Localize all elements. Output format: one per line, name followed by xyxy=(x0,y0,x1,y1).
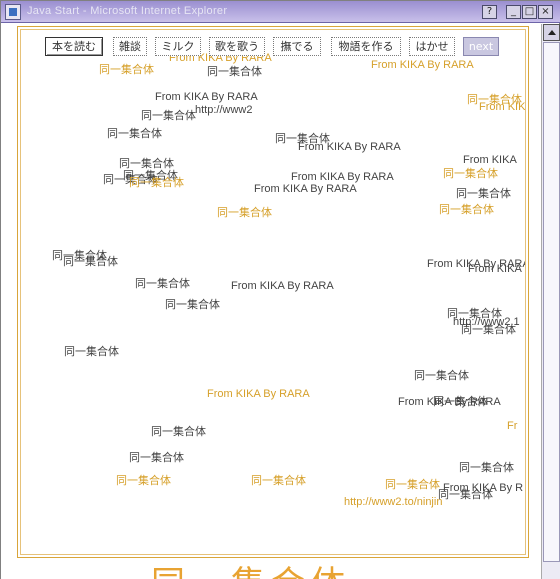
pet-button[interactable]: 撫でる xyxy=(273,37,321,56)
floating-text: 同一集合体 xyxy=(141,109,196,122)
applet-frame xyxy=(17,26,529,558)
floating-text: 同一集合体 xyxy=(151,425,206,438)
floating-text: 同一集合体 xyxy=(275,132,330,145)
floating-text: From KIKA xyxy=(479,101,525,113)
floating-text: From KIKA By RARA xyxy=(291,171,394,183)
floating-text: From KIKA By RARA xyxy=(207,388,310,400)
scroll-thumb[interactable] xyxy=(543,42,560,562)
floating-text: 同一集合体 xyxy=(129,176,184,189)
chat-button[interactable]: 雑談 xyxy=(113,37,147,56)
window-title: Java Start - Microsoft Internet Explorer xyxy=(27,5,228,17)
floating-text: 同一集合体 xyxy=(443,167,498,180)
floating-text: 同一集合体 xyxy=(52,249,107,262)
floating-text: 同一集合体 xyxy=(385,478,440,491)
floating-text: 同一集合体 xyxy=(99,63,154,76)
read-book-button[interactable]: 本を読む xyxy=(45,37,103,56)
milk-button[interactable]: ミルク xyxy=(155,37,201,56)
floating-text: Fr xyxy=(507,420,518,432)
floating-text: 同一集合体 xyxy=(456,187,511,200)
floating-text: 同一集合体 xyxy=(135,277,190,290)
floating-text: From KIKA By R xyxy=(443,482,524,494)
floating-text: 同一集合体 xyxy=(447,307,502,320)
floating-text: 同一集合体 xyxy=(207,65,262,78)
floating-text: 同一集合体 xyxy=(129,451,184,464)
floating-text: From KIKA By RARA xyxy=(155,91,258,103)
floating-text: 同一集合体 xyxy=(165,298,220,311)
floating-text: 同一集合体 xyxy=(103,173,158,186)
sing-song-button[interactable]: 歌を歌う xyxy=(209,37,265,56)
floating-text: 同一集合体 xyxy=(123,169,178,182)
floating-text: 同一集合体 xyxy=(251,474,306,487)
floating-text: From KIKA By RARA xyxy=(398,396,501,408)
floating-text: From KIKA By RARA xyxy=(298,141,401,153)
floating-text: 同一集合体 xyxy=(459,461,514,474)
maximize-button[interactable]: □ xyxy=(522,5,537,19)
floating-text: 同一集合体 xyxy=(438,488,493,501)
floating-text: From KIKA By RARA xyxy=(231,280,334,292)
close-button[interactable]: × xyxy=(538,5,553,19)
hakase-button[interactable]: はかせ xyxy=(409,37,455,56)
floating-text: 同一集合体 xyxy=(107,127,162,140)
title-bar[interactable]: Java Start - Microsoft Internet Explorer… xyxy=(1,1,560,23)
vertical-scrollbar[interactable] xyxy=(541,24,560,579)
floating-text: From KIKA By RARA xyxy=(254,183,357,195)
floating-text: http://www2.to/ninjin xyxy=(344,496,443,508)
floating-text: 同一集合体 xyxy=(433,395,488,408)
floating-text: 同一集合体 xyxy=(414,369,469,382)
next-button[interactable]: next xyxy=(463,37,499,56)
scroll-up-arrow-icon[interactable] xyxy=(543,24,560,41)
floating-text: 同一集合体 xyxy=(116,474,171,487)
make-story-button[interactable]: 物語を作る xyxy=(331,37,401,56)
browser-app-icon xyxy=(5,4,21,20)
help-button[interactable]: ? xyxy=(482,5,497,19)
floating-text: From KIKA xyxy=(468,263,522,275)
floating-text: 同一集合体 xyxy=(461,323,516,336)
page-content: From KIKA By RARA 本を読む 雑談 ミルク 歌を歌う 撫でる 物… xyxy=(1,24,541,579)
floating-text: http://www2.1 xyxy=(453,316,520,328)
applet-inner-border xyxy=(20,29,526,555)
floating-text: From KIKA By RARA xyxy=(427,258,525,270)
floating-text: 同一集合体 xyxy=(217,206,272,219)
floating-text: 同一集合体 xyxy=(439,203,494,216)
minimize-button[interactable]: _ xyxy=(506,5,521,19)
floating-text: 同一集合体 xyxy=(63,255,118,268)
floating-text: 同一集合体 xyxy=(64,345,119,358)
large-heading: 同一集合体 xyxy=(151,564,351,579)
floating-text: From KIKA By RARA xyxy=(371,59,474,71)
floating-text: 同一集合体 xyxy=(467,93,522,106)
animated-text-field: From KIKA By RARA 同一集合体 同一集合体 From KIKA By … xyxy=(1,24,525,544)
floating-text: http://www2 xyxy=(195,104,253,116)
floating-text: 同一集合体 xyxy=(119,157,174,170)
floating-text: From KIKA xyxy=(463,154,517,166)
